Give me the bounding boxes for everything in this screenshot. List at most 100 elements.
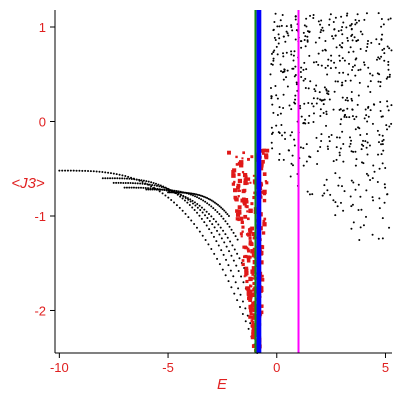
black-point	[364, 215, 367, 218]
red-point	[242, 151, 246, 155]
black-point	[357, 183, 360, 186]
x-tick-label: 0	[273, 360, 280, 375]
red-point	[259, 183, 264, 187]
black-point	[240, 275, 243, 278]
red-point	[233, 188, 237, 193]
black-point	[303, 61, 306, 64]
black-point	[319, 98, 322, 101]
black-point	[328, 135, 330, 138]
black-point	[286, 32, 289, 35]
black-point	[236, 299, 239, 302]
black-point	[346, 107, 349, 110]
black-point	[302, 122, 305, 125]
red-point	[260, 253, 263, 256]
red-point	[262, 172, 267, 176]
black-point	[326, 145, 329, 148]
black-point	[341, 84, 344, 87]
black-point	[359, 133, 362, 136]
black-point	[72, 169, 75, 172]
black-point	[338, 54, 341, 57]
black-point	[388, 125, 391, 128]
black-point	[369, 80, 372, 83]
black-point	[332, 37, 335, 40]
black-point	[269, 86, 272, 89]
red-point	[242, 201, 247, 206]
black-point	[87, 170, 90, 173]
black-point	[334, 34, 337, 37]
black-point	[294, 74, 297, 77]
black-point	[381, 140, 384, 143]
black-point	[327, 58, 330, 61]
black-point	[184, 212, 187, 215]
black-point	[319, 146, 322, 149]
black-point	[381, 162, 384, 165]
black-point	[113, 177, 116, 180]
red-point	[240, 198, 245, 203]
black-point	[282, 35, 285, 38]
black-point	[285, 30, 288, 33]
black-point	[378, 57, 381, 60]
black-point	[138, 178, 141, 181]
black-point	[367, 66, 370, 69]
black-point	[383, 201, 386, 204]
black-point	[306, 39, 309, 42]
black-point	[390, 122, 393, 125]
black-point	[373, 170, 376, 173]
black-point	[353, 118, 356, 121]
red-point	[250, 202, 254, 206]
red-point	[259, 310, 264, 315]
black-point	[139, 182, 142, 185]
red-point	[262, 219, 266, 223]
black-point	[271, 103, 274, 106]
black-point	[335, 158, 338, 161]
black-point	[95, 170, 98, 173]
black-point	[381, 49, 384, 52]
black-point	[320, 99, 323, 102]
black-point	[210, 199, 213, 202]
black-point	[317, 20, 320, 23]
black-point	[349, 136, 352, 139]
black-point	[315, 61, 318, 64]
red-point	[237, 205, 242, 210]
black-point	[224, 220, 227, 223]
black-point	[160, 186, 163, 189]
black-point	[341, 130, 344, 133]
black-point	[92, 170, 95, 173]
black-point	[208, 203, 211, 206]
black-point	[333, 90, 336, 93]
black-point	[327, 148, 330, 151]
black-point	[351, 115, 354, 118]
black-point	[330, 134, 333, 137]
black-point	[322, 103, 325, 106]
black-point	[378, 73, 381, 76]
black-point	[323, 86, 326, 89]
black-point	[239, 293, 242, 296]
black-point	[78, 169, 81, 172]
black-point	[130, 177, 133, 180]
black-point	[312, 14, 315, 17]
black-point	[323, 98, 326, 101]
black-point	[354, 18, 357, 21]
black-point	[142, 179, 145, 182]
black-point	[341, 46, 344, 49]
black-point	[152, 181, 155, 184]
red-point	[240, 235, 243, 238]
black-point	[377, 56, 380, 59]
black-point	[349, 195, 352, 198]
black-point	[333, 61, 336, 64]
black-point	[380, 55, 383, 58]
black-point	[387, 63, 390, 66]
black-point	[338, 59, 341, 62]
black-point	[306, 190, 309, 193]
red-point	[240, 220, 244, 224]
black-point	[274, 85, 277, 88]
black-point	[291, 164, 294, 167]
red-point	[251, 325, 257, 331]
red-point	[235, 163, 239, 166]
red-point	[252, 237, 256, 240]
black-point	[321, 194, 324, 197]
black-point	[202, 195, 205, 198]
black-point	[225, 245, 228, 248]
black-point	[127, 182, 130, 185]
black-point	[351, 39, 354, 42]
